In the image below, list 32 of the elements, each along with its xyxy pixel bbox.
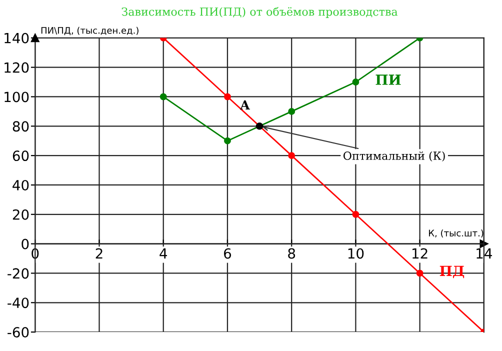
point bbox=[256, 122, 264, 130]
y-tick-label: -40 bbox=[8, 298, 29, 308]
point bbox=[160, 93, 167, 100]
x-tick-label: 4 bbox=[160, 248, 168, 259]
x-tick-label: 10 bbox=[348, 248, 364, 259]
y-tick-label: 120 bbox=[4, 62, 29, 73]
x-tick-label: 2 bbox=[96, 248, 102, 259]
point bbox=[288, 152, 296, 160]
y-tick-label: 20 bbox=[12, 209, 29, 220]
x-tick-label: 8 bbox=[288, 248, 296, 259]
point bbox=[352, 78, 360, 86]
y-tick-label: 60 bbox=[12, 150, 29, 162]
y-tick-label: 140 bbox=[4, 32, 29, 44]
y-tick-label: 100 bbox=[4, 92, 29, 102]
series-label: ПИ bbox=[376, 74, 401, 85]
y-tick-label: 0 bbox=[22, 238, 29, 250]
x-tick-label: 12 bbox=[412, 248, 428, 259]
annotation: A bbox=[240, 100, 250, 110]
y-tick-label: -20 bbox=[8, 268, 29, 279]
chart-title: Зависимость ПИ(ПД) от объёмов производства bbox=[122, 7, 398, 18]
point bbox=[224, 137, 231, 144]
point bbox=[416, 270, 424, 277]
point bbox=[224, 93, 231, 100]
y-tick-label: 80 bbox=[12, 121, 29, 132]
x-tick-label: 6 bbox=[224, 248, 232, 259]
y-tick-label: -60 bbox=[8, 327, 29, 338]
y-tick-label: 40 bbox=[12, 180, 29, 190]
y-axis-title: ПИ\ПД, (тыс.ден.ед.) bbox=[41, 26, 138, 36]
point bbox=[352, 210, 360, 218]
point bbox=[288, 108, 296, 115]
x-axis-title: К, (тыс.шт.) bbox=[429, 230, 484, 238]
annotation: Оптимальный (К) bbox=[343, 151, 445, 162]
